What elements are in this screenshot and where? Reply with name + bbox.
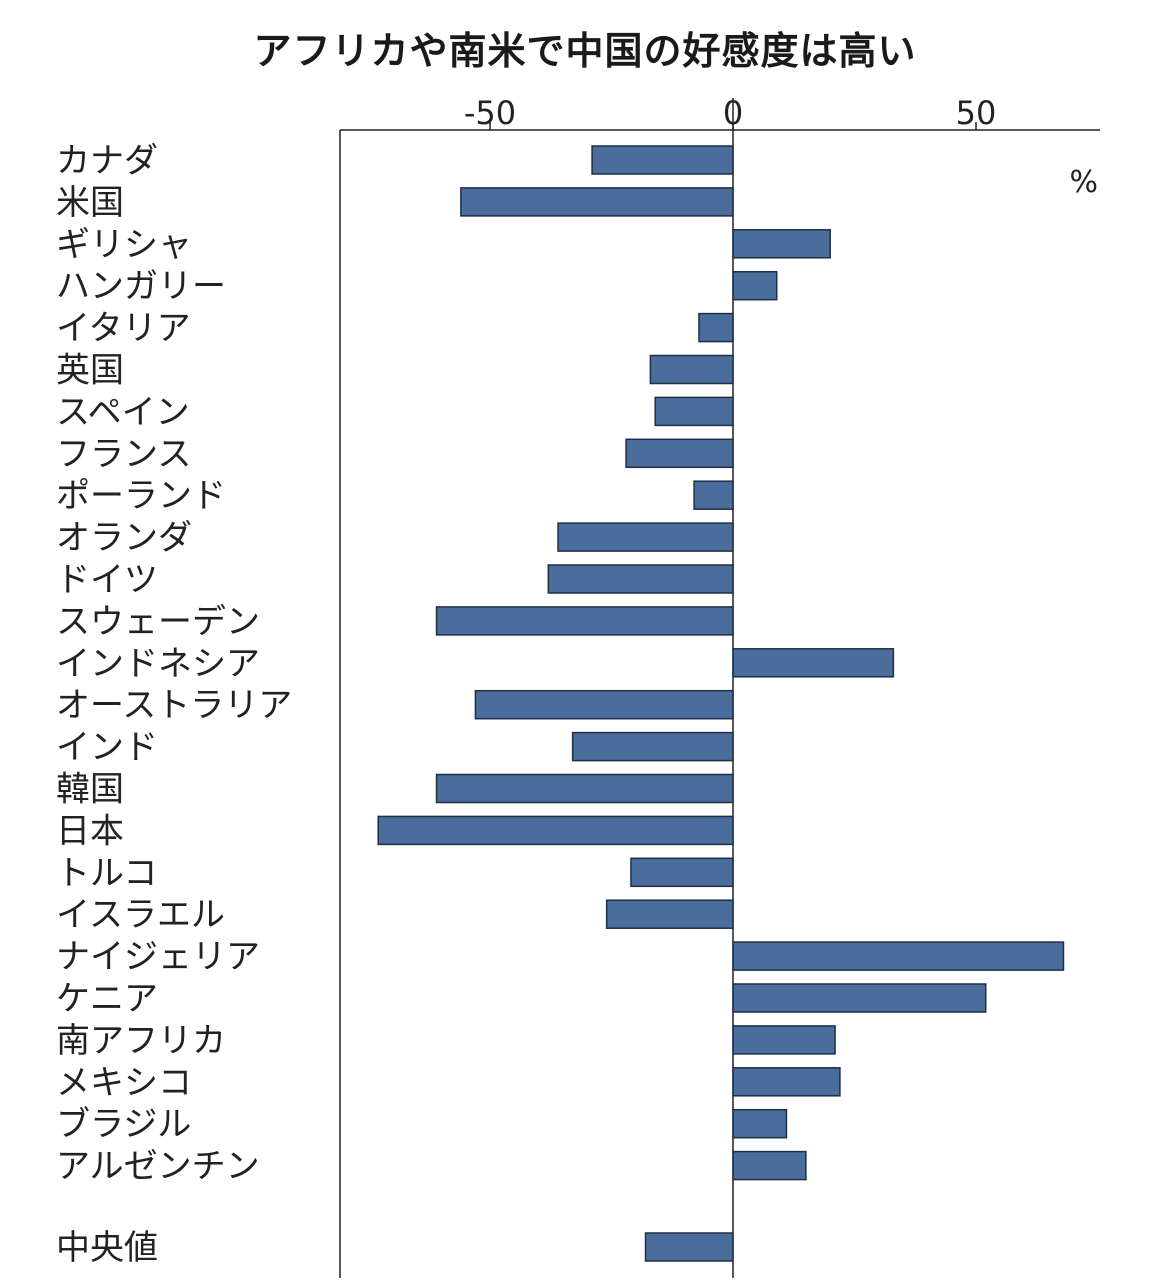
bar (732, 1067, 841, 1097)
bar (474, 689, 734, 720)
bar (630, 857, 734, 888)
x-tick-label: -50 (464, 94, 516, 132)
bar (591, 145, 734, 175)
bar (693, 480, 734, 510)
category-label: 南アフリカ (56, 1021, 226, 1061)
category-label: イタリア (56, 309, 191, 349)
category-label: 米国 (56, 183, 124, 223)
bar (654, 396, 734, 427)
bar (435, 606, 734, 636)
bar (547, 564, 734, 594)
bar (698, 312, 734, 343)
category-label: イスラエル (56, 895, 225, 935)
bar (732, 1108, 788, 1139)
category-label: ブラジル (56, 1105, 191, 1145)
category-label: オランダ (56, 518, 192, 558)
bar (732, 1025, 836, 1055)
bar (435, 773, 734, 804)
category-label: インドネシア (56, 644, 260, 684)
category-label: スペイン (56, 392, 190, 432)
category-label: ドイツ (56, 560, 158, 600)
category-label: ポーランド (56, 476, 226, 516)
chart-axes: -50 0 50 (339, 94, 1100, 1278)
category-label: トルコ (56, 853, 157, 893)
unit-label: % (1069, 165, 1098, 200)
category-label: フランス (56, 434, 191, 474)
category-label: インド (56, 728, 158, 768)
category-label: オーストラリア (56, 686, 292, 726)
bar (732, 941, 1065, 971)
bar (732, 229, 831, 259)
bar (732, 270, 778, 301)
bar (557, 522, 734, 552)
category-label: 英国 (56, 351, 124, 391)
category-labels: カナダ米国ギリシャハンガリーイタリア英国スペインフランスポーランドオランダドイツ… (56, 141, 292, 1268)
category-label: 韓国 (56, 770, 124, 810)
bar (732, 983, 987, 1013)
bar (460, 187, 734, 217)
category-label: カナダ (56, 141, 158, 181)
bar (625, 438, 734, 469)
category-label: スウェーデン (56, 602, 260, 642)
chart-bars (377, 145, 1065, 1262)
category-label: 中央値 (56, 1228, 158, 1268)
x-tick-label: 0 (723, 94, 743, 132)
x-tick-label: 50 (956, 94, 997, 132)
category-label: ナイジェリア (56, 937, 260, 977)
bar (377, 815, 734, 846)
category-label: ハンガリー (56, 267, 226, 307)
bar (605, 899, 734, 929)
category-label: メキシコ (56, 1063, 192, 1103)
chart-title: アフリカや南米で中国の好感度は高い (253, 29, 917, 73)
bar (732, 648, 895, 678)
category-label: 日本 (56, 811, 124, 851)
bar (649, 354, 734, 385)
category-label: アルゼンチン (56, 1147, 260, 1187)
category-label: ギリシャ (56, 225, 192, 265)
category-label: ケニア (56, 979, 158, 1019)
bar (644, 1232, 734, 1262)
bar (571, 731, 734, 762)
bar (732, 1150, 807, 1181)
